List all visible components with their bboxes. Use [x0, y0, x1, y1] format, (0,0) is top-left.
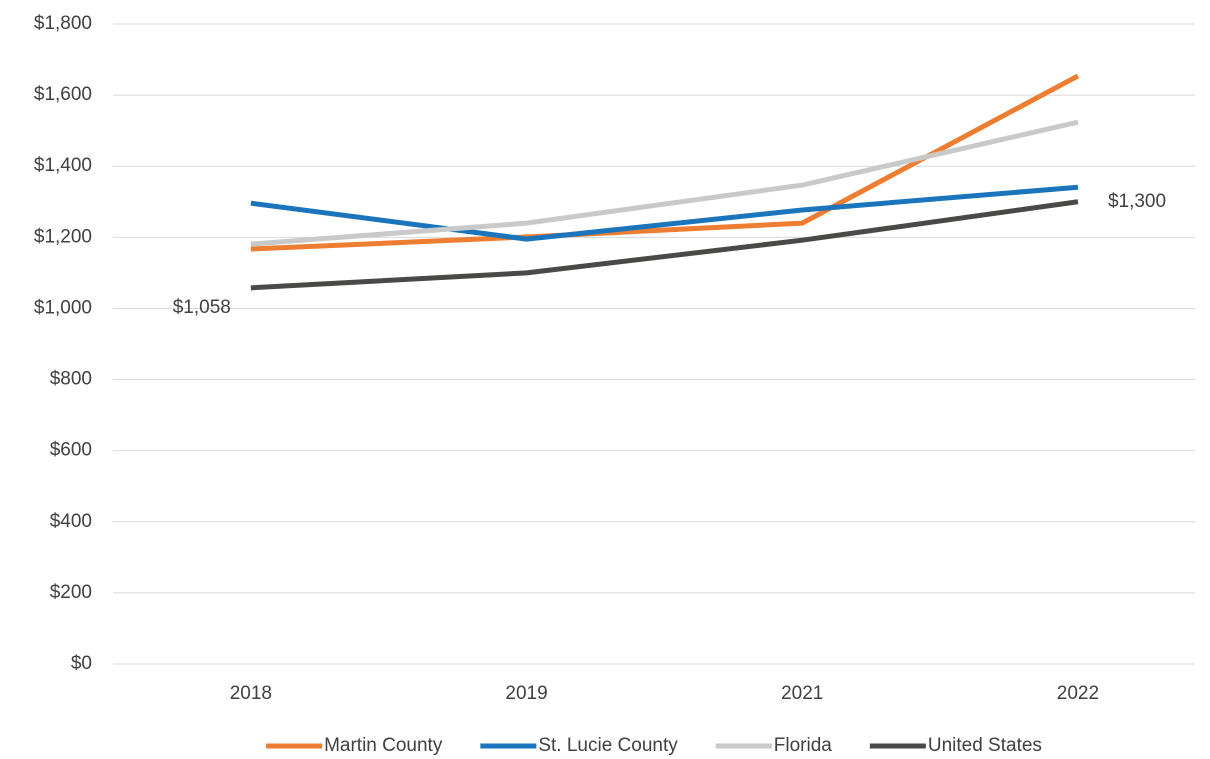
y-tick-label: $1,600 — [34, 84, 92, 105]
legend-label: Florida — [774, 735, 833, 756]
x-tick-label: 2018 — [230, 683, 272, 704]
series-line — [250, 119, 1079, 247]
data-label: $1,300 — [1108, 191, 1166, 212]
y-tick-label: $1,000 — [34, 297, 92, 318]
y-tick-label: $0 — [71, 653, 92, 674]
legend-label: United States — [928, 735, 1042, 756]
x-tick-label: 2022 — [1057, 683, 1099, 704]
y-tick-label: $1,800 — [34, 13, 92, 34]
y-tick-label: $1,200 — [34, 226, 92, 247]
series-line — [250, 199, 1079, 291]
legend-label: Martin County — [324, 735, 443, 756]
y-tick-label: $400 — [50, 511, 92, 532]
y-tick-label: $200 — [50, 582, 92, 603]
x-tick-label: 2021 — [781, 683, 823, 704]
data-label: $1,058 — [173, 297, 231, 318]
legend: Martin County St. Lucie County Florida Unit… — [266, 735, 1042, 756]
y-tick-label: $600 — [50, 440, 92, 461]
series-line — [250, 184, 1079, 242]
x-tick-label: 2019 — [505, 683, 547, 704]
series-line — [250, 73, 1080, 252]
legend-label: St. Lucie County — [538, 735, 678, 756]
y-tick-label: $800 — [50, 369, 92, 390]
y-tick-label: $1,400 — [34, 155, 92, 176]
